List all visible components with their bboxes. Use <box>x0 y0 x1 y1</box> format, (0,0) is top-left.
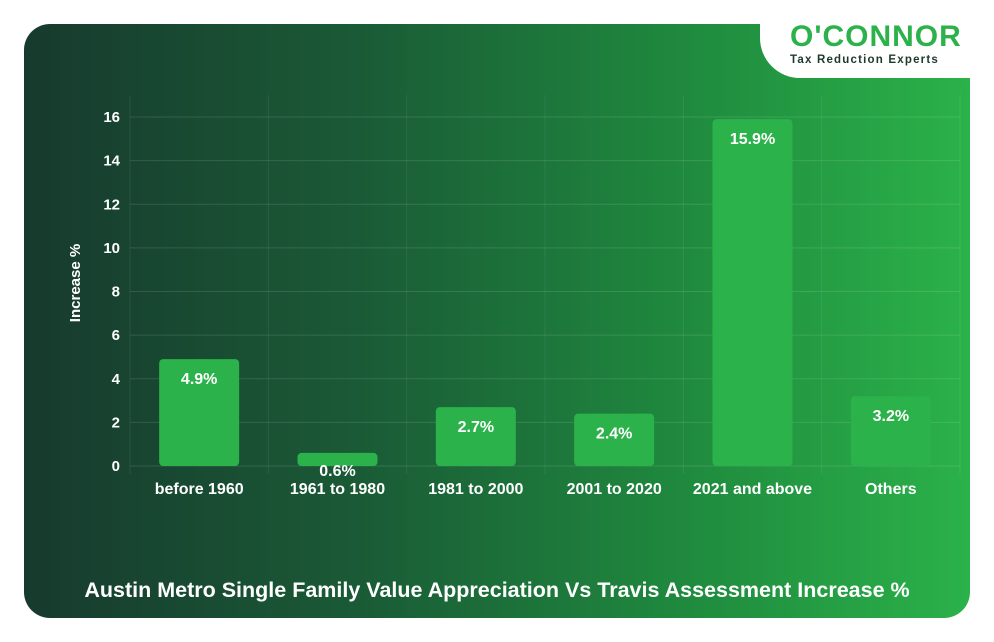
bar-2 <box>435 407 516 466</box>
brand-tagline: Tax Reduction Experts <box>790 54 939 66</box>
logo-tab <box>760 0 994 78</box>
bar-1 <box>297 452 378 466</box>
bar-0 <box>159 359 240 466</box>
x-tick-label: 2001 to 2020 <box>567 481 662 498</box>
bar-5 <box>850 396 931 466</box>
chart-card <box>24 24 970 618</box>
data-label: 3.2% <box>873 408 909 425</box>
y-tick-label: 2 <box>112 414 120 431</box>
x-tick-label: 1961 to 1980 <box>290 481 385 498</box>
x-tick-label: 2021 and above <box>693 481 812 498</box>
chart-title: Austin Metro Single Family Value Appreci… <box>84 578 910 602</box>
grid-layer <box>129 95 961 474</box>
x-tick-label: 1981 to 2000 <box>428 481 523 498</box>
data-label: 4.9% <box>181 371 217 388</box>
bar-layer <box>159 119 931 467</box>
y-tick-label: 0 <box>112 458 120 475</box>
y-tick-label: 14 <box>103 153 120 170</box>
y-tick-label: 6 <box>112 327 120 344</box>
y-tick-label: 10 <box>103 240 120 257</box>
data-label: 2.4% <box>596 426 632 443</box>
y-tick-label: 16 <box>103 109 120 126</box>
y-tick-label: 12 <box>103 196 120 213</box>
data-label: 2.7% <box>458 419 494 436</box>
y-tick-label: 8 <box>112 284 120 301</box>
brand-name: O'CONNOR <box>790 20 962 53</box>
x-tick-label: before 1960 <box>155 481 244 498</box>
data-label: 0.6% <box>319 463 355 480</box>
bar-3 <box>574 413 655 466</box>
y-tick-label: 4 <box>112 371 121 388</box>
x-tick-label: Others <box>865 481 917 498</box>
data-label: 15.9% <box>730 131 775 148</box>
label-layer: 0 2 4 6 8 10 12 14 16 before 1960 4.9% 1961 to 1980… <box>103 109 916 498</box>
y-axis-label: Increase % <box>67 244 84 322</box>
bar-4 <box>712 119 793 467</box>
brand-logo: O'CONNOR Tax Reduction Experts <box>790 22 970 68</box>
